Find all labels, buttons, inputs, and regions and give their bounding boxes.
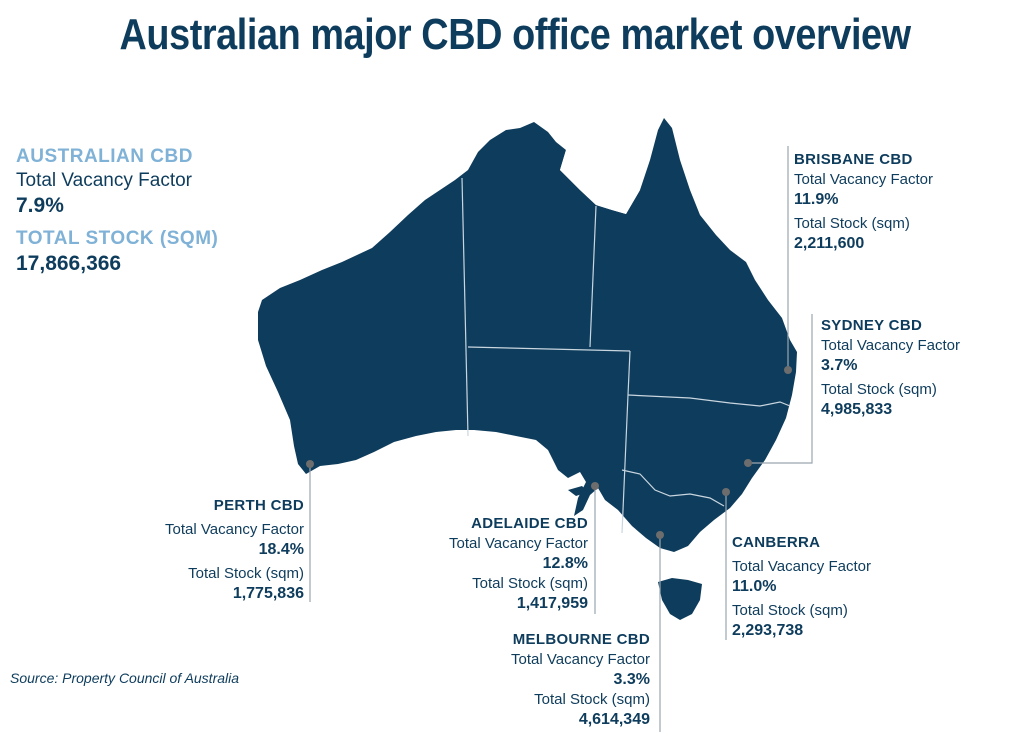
brisbane-stock-value: 2,211,600 [794, 235, 865, 252]
state-borders [461, 177, 791, 534]
perth-stock-label: Total Stock (sqm) [188, 565, 304, 582]
kangaroo-island [568, 486, 588, 496]
perth-marker [306, 460, 314, 468]
adelaide-vacancy-value: 12.8% [542, 555, 588, 572]
adelaide-stock-label: Total Stock (sqm) [472, 575, 588, 592]
canberra-name: CANBERRA [732, 534, 821, 551]
sydney-name: SYDNEY CBD [821, 317, 923, 334]
city-markers [306, 366, 792, 539]
adelaide-name: ADELAIDE CBD [471, 515, 588, 532]
canberra-vacancy-value: 11.0% [732, 578, 777, 595]
gulf-notch [560, 150, 640, 214]
adelaide-stock-value: 1,417,959 [516, 595, 588, 612]
melbourne-vacancy-label: Total Vacancy Factor [511, 651, 650, 668]
perth-vacancy-label: Total Vacancy Factor [165, 521, 304, 538]
brisbane-vacancy-label: Total Vacancy Factor [794, 171, 933, 188]
sydney-vacancy-value: 3.7% [821, 357, 858, 374]
summary-stock-value: 17,866,366 [16, 252, 122, 275]
tasmania [658, 578, 702, 620]
sydney-vacancy-label: Total Vacancy Factor [821, 337, 960, 354]
perth-vacancy-value: 18.4% [258, 541, 304, 558]
melbourne-panel: MELBOURNE CBD Total Vacancy Factor 3.3% … [470, 630, 650, 730]
adelaide-vacancy-label: Total Vacancy Factor [449, 535, 588, 552]
sydney-stock-label: Total Stock (sqm) [821, 381, 937, 398]
sydney-marker [744, 459, 752, 467]
page-title: Australian major CBD office market overv… [119, 10, 912, 59]
brisbane-panel: BRISBANE CBD Total Vacancy Factor 11.9% … [794, 150, 933, 254]
melbourne-stock-label: Total Stock (sqm) [534, 691, 650, 708]
summary-stock-heading: TOTAL STOCK (SQM) [16, 228, 219, 249]
brisbane-name: BRISBANE CBD [794, 151, 913, 168]
brisbane-marker [784, 366, 792, 374]
adelaide-panel: ADELAIDE CBD Total Vacancy Factor 12.8% … [420, 514, 588, 614]
canberra-vacancy-label: Total Vacancy Factor [732, 558, 871, 575]
australia-mainland [258, 118, 797, 552]
canberra-stock-label: Total Stock (sqm) [732, 602, 848, 619]
melbourne-marker [656, 531, 664, 539]
national-summary: AUSTRALIAN CBD Total Vacancy Factor 7.9%… [16, 146, 218, 276]
source-note: Source: Property Council of Australia [10, 670, 240, 686]
adelaide-marker [591, 482, 599, 490]
brisbane-vacancy-value: 11.9% [794, 191, 839, 208]
leader-lines [309, 146, 813, 732]
summary-vacancy-label: Total Vacancy Factor [16, 170, 193, 191]
canberra-stock-value: 2,293,738 [732, 622, 804, 639]
melbourne-stock-value: 4,614,349 [578, 711, 650, 728]
canberra-panel: CANBERRA Total Vacancy Factor 11.0% Tota… [732, 533, 871, 641]
melbourne-vacancy-value: 3.3% [613, 671, 650, 688]
sydney-stock-value: 4,985,833 [821, 401, 893, 418]
canberra-marker [722, 488, 730, 496]
perth-name: PERTH CBD [213, 497, 304, 514]
summary-heading: AUSTRALIAN CBD [16, 146, 193, 167]
summary-vacancy-value: 7.9% [16, 194, 64, 217]
sydney-panel: SYDNEY CBD Total Vacancy Factor 3.7% Tot… [821, 316, 960, 420]
brisbane-stock-label: Total Stock (sqm) [794, 215, 910, 232]
melbourne-name: MELBOURNE CBD [512, 631, 650, 648]
perth-panel: PERTH CBD Total Vacancy Factor 18.4% Tot… [140, 496, 304, 604]
perth-stock-value: 1,775,836 [232, 585, 304, 602]
